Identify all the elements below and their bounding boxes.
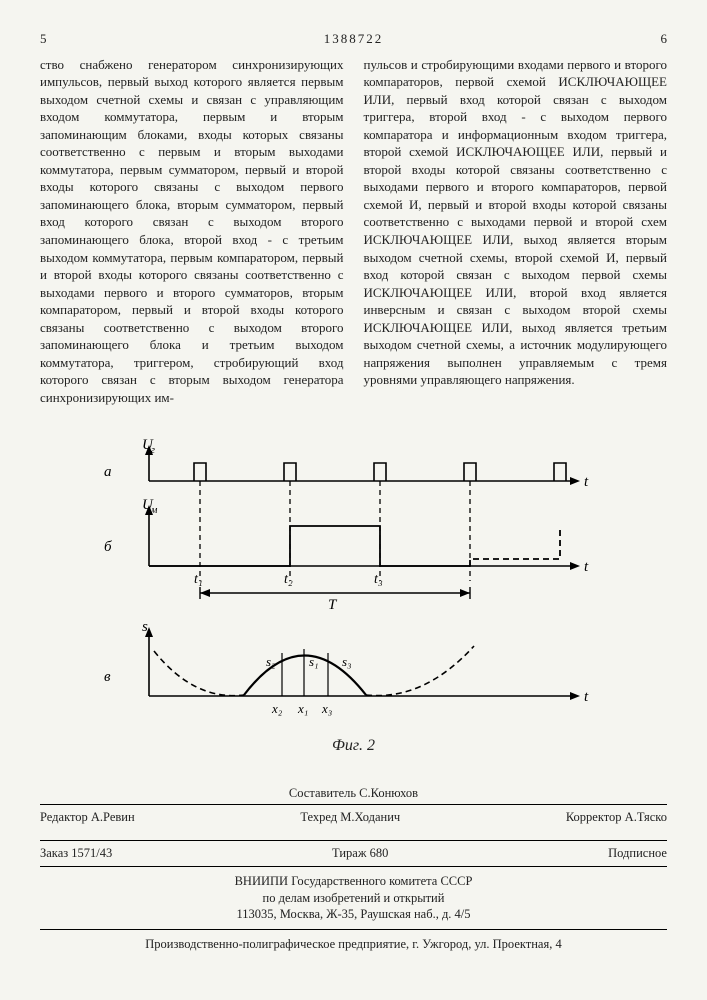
label-x3: x₃ xyxy=(321,701,332,716)
label-s3: s₃ xyxy=(342,654,352,669)
body-text-right: пульсов и стробирующими входами первого … xyxy=(364,56,668,389)
corrector: Корректор А.Тяско xyxy=(566,809,667,826)
document-number: 1388722 xyxy=(247,30,460,48)
axis-t-c: t xyxy=(584,689,589,705)
label-T: T xyxy=(328,597,338,613)
label-s2: s₂ xyxy=(266,654,276,669)
row-label-c: в xyxy=(104,669,111,685)
column-right: пульсов и стробирующими входами первого … xyxy=(364,56,668,407)
techred: Техред М.Ходанич xyxy=(300,809,400,826)
page-header: 5 1388722 6 xyxy=(40,30,667,48)
label-t2: t₂ xyxy=(284,572,293,587)
org-line2: по делам изобретений и открытий xyxy=(40,890,667,907)
pulse-train xyxy=(194,463,566,481)
arrow-icon xyxy=(570,692,580,700)
label-s1: s₁ xyxy=(309,654,319,669)
page-number-left: 5 xyxy=(40,30,247,48)
credits-block: Составитель С.Конюхов Редактор А.Ревин Т… xyxy=(40,785,667,953)
figure-2: U г а t U м б t xyxy=(94,431,614,757)
label-t3: t₃ xyxy=(374,572,383,587)
org-line1: ВНИИПИ Государственного комитета СССР xyxy=(40,873,667,890)
label-t1: t₁ xyxy=(194,572,203,587)
arrow-icon xyxy=(460,589,470,597)
body-text-left: ство снабжено генератором синхронизирующ… xyxy=(40,56,344,407)
axis-t-a: t xyxy=(584,474,589,490)
figure-caption: Фиг. 2 xyxy=(94,735,614,757)
arrow-icon xyxy=(570,477,580,485)
axis-t-b: t xyxy=(584,559,589,575)
body-columns: ство снабжено генератором синхронизирующ… xyxy=(40,56,667,407)
arrow-icon xyxy=(570,562,580,570)
label-x1: x₁ xyxy=(297,701,308,716)
label-x2: x₂ xyxy=(271,701,283,716)
page-number-right: 6 xyxy=(460,30,667,48)
tirazh: Тираж 680 xyxy=(332,845,388,862)
column-left: ство снабжено генератором синхронизирующ… xyxy=(40,56,344,407)
editor: Редактор А.Ревин xyxy=(40,809,135,826)
row-label-a: а xyxy=(104,464,112,480)
row-label-b: б xyxy=(104,539,112,555)
order-number: Заказ 1571/43 xyxy=(40,845,112,862)
timing-diagram: U г а t U м б t xyxy=(94,431,614,731)
arrow-icon xyxy=(200,589,210,597)
compiler: Составитель С.Конюхов xyxy=(40,785,667,802)
org-line3: 113035, Москва, Ж-35, Раушская наб., д. … xyxy=(40,906,667,923)
subscription: Подписное xyxy=(608,845,667,862)
footer: Производственно-полиграфическое предприя… xyxy=(40,930,667,953)
